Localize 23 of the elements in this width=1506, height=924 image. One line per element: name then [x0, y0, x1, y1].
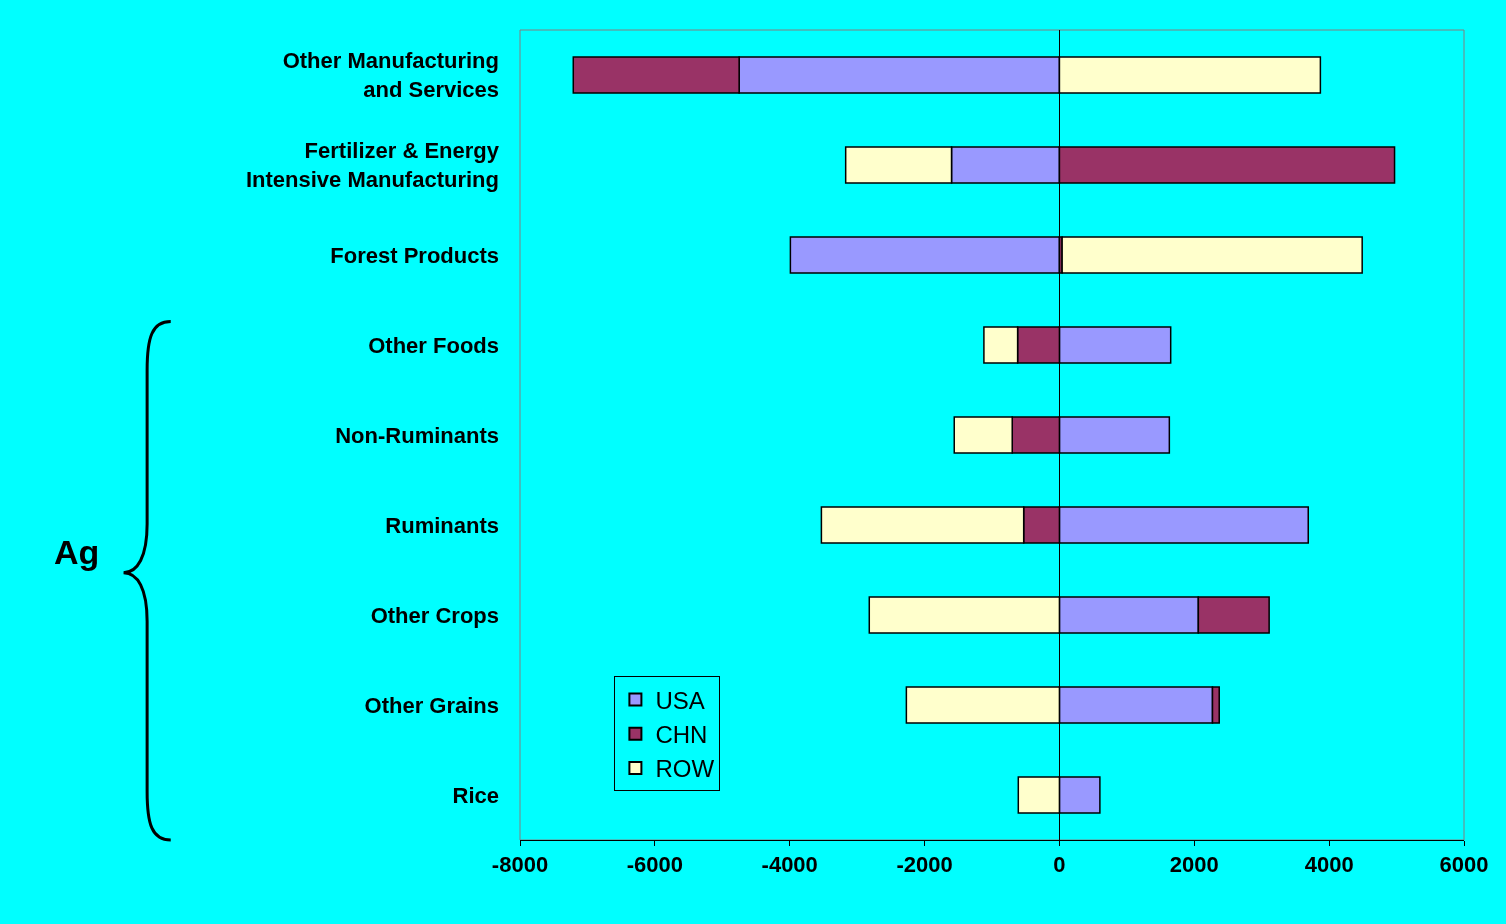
y-tick-label: Other Grains [364, 692, 499, 718]
y-tick-label: Non-Ruminants [335, 422, 499, 448]
x-tick-label: -2000 [896, 852, 953, 878]
y-tick-label: Other Crops [370, 602, 499, 628]
y-tick-label: Forest Products [330, 242, 499, 268]
text: Ag [54, 533, 100, 571]
x-tick-label: 4000 [1304, 852, 1354, 878]
y-tick-label: Rice [452, 782, 499, 808]
bar [1061, 236, 1363, 274]
bar [789, 236, 1061, 274]
y-tick-label: Other Foods [368, 332, 499, 358]
x-tick-label: -4000 [761, 852, 818, 878]
legend-label: USA [655, 686, 705, 714]
y-tick-label: Other Manufacturing and Services [282, 48, 499, 102]
y-tick-label: Fertilizer & Energy Intensive Manufacturing [245, 138, 500, 192]
y-tick-label: Ruminants [385, 512, 499, 538]
legend-label: CHN [655, 721, 708, 749]
x-tick-label: 0 [1053, 852, 1066, 878]
legend-label: ROW [655, 755, 715, 783]
x-tick-label: -6000 [626, 852, 683, 878]
x-tick-label: 6000 [1439, 852, 1489, 878]
x-tick-label: 2000 [1169, 852, 1219, 878]
x-tick-label: -8000 [491, 852, 549, 878]
